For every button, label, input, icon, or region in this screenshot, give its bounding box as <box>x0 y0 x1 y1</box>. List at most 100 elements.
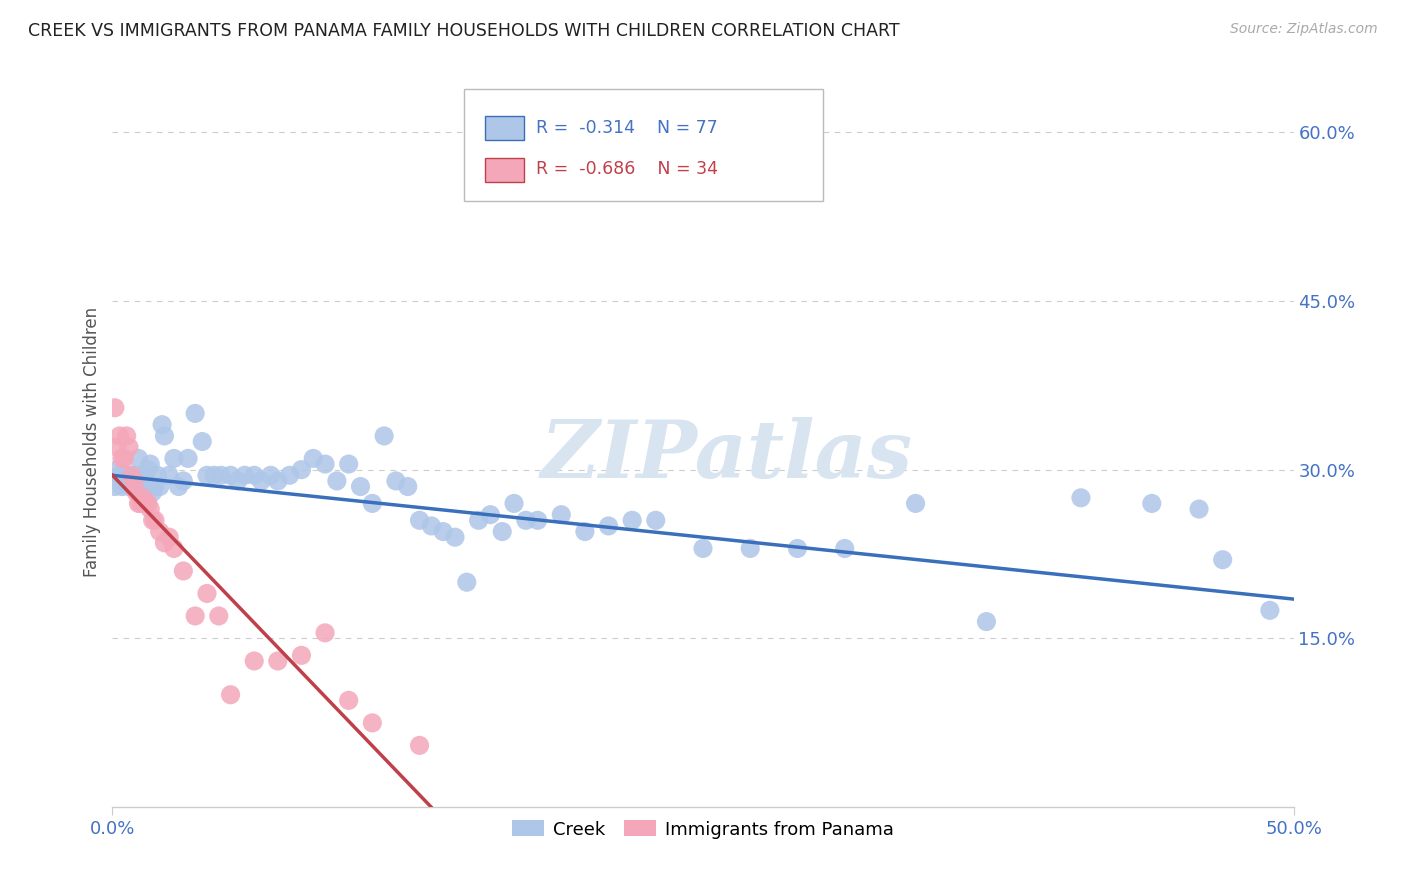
Point <box>115 429 138 443</box>
Point <box>420 519 443 533</box>
Point <box>1258 603 1281 617</box>
Point <box>184 609 207 624</box>
Point <box>163 541 186 556</box>
Point <box>112 474 135 488</box>
Point <box>136 496 159 510</box>
Point <box>290 648 312 663</box>
Point <box>290 463 312 477</box>
Point <box>139 457 162 471</box>
Point <box>976 615 998 629</box>
Point <box>408 513 430 527</box>
Point <box>385 474 408 488</box>
Point <box>314 457 336 471</box>
Point <box>550 508 572 522</box>
Point <box>408 739 430 753</box>
Point <box>177 451 200 466</box>
Point <box>111 479 134 493</box>
Point <box>202 468 225 483</box>
Point <box>143 479 166 493</box>
Point <box>146 468 169 483</box>
Legend: Creek, Immigrants from Panama: Creek, Immigrants from Panama <box>505 814 901 846</box>
Point <box>115 468 138 483</box>
Point <box>361 715 384 730</box>
Point <box>108 429 131 443</box>
Point <box>105 440 128 454</box>
Point <box>142 485 165 500</box>
Point <box>260 468 283 483</box>
Point <box>491 524 513 539</box>
Text: ZIPatlas: ZIPatlas <box>540 417 912 495</box>
Point <box>209 468 232 483</box>
Point <box>526 513 548 527</box>
Point <box>120 468 142 483</box>
Point <box>444 530 467 544</box>
Point <box>129 468 152 483</box>
Point <box>278 468 301 483</box>
Point <box>243 468 266 483</box>
Point <box>163 451 186 466</box>
Text: CREEK VS IMMIGRANTS FROM PANAMA FAMILY HOUSEHOLDS WITH CHILDREN CORRELATION CHAR: CREEK VS IMMIGRANTS FROM PANAMA FAMILY H… <box>28 22 900 40</box>
Text: Source: ZipAtlas.com: Source: ZipAtlas.com <box>1230 22 1378 37</box>
Point <box>467 513 489 527</box>
Point <box>219 688 242 702</box>
Point <box>644 513 666 527</box>
Point <box>191 434 214 449</box>
Point <box>122 468 145 483</box>
Point <box>740 541 762 556</box>
Point <box>361 496 384 510</box>
Point <box>118 479 141 493</box>
Point <box>337 457 360 471</box>
Point <box>337 693 360 707</box>
Point <box>598 519 620 533</box>
Point <box>250 474 273 488</box>
Point <box>136 463 159 477</box>
Point <box>149 524 172 539</box>
Point <box>574 524 596 539</box>
Point <box>456 575 478 590</box>
Point <box>692 541 714 556</box>
Point <box>153 536 176 550</box>
Point <box>479 508 502 522</box>
Point <box>125 485 148 500</box>
Point <box>184 406 207 420</box>
Point <box>142 513 165 527</box>
Point <box>139 502 162 516</box>
Point <box>267 474 290 488</box>
Point <box>118 440 141 454</box>
Point <box>503 496 526 510</box>
Point <box>104 401 127 415</box>
Point <box>135 474 157 488</box>
Point <box>111 451 134 466</box>
Y-axis label: Family Households with Children: Family Households with Children <box>83 307 101 576</box>
Point <box>127 496 149 510</box>
Point <box>167 479 190 493</box>
Point <box>153 429 176 443</box>
Point <box>1140 496 1163 510</box>
Point <box>112 451 135 466</box>
Point <box>127 451 149 466</box>
Point <box>349 479 371 493</box>
Point <box>326 474 349 488</box>
Point <box>1070 491 1092 505</box>
Point <box>195 468 218 483</box>
Point <box>172 564 194 578</box>
Point <box>432 524 454 539</box>
Point <box>104 479 127 493</box>
Point <box>373 429 395 443</box>
Point <box>122 474 145 488</box>
Point <box>243 654 266 668</box>
Point <box>157 468 180 483</box>
Point <box>132 479 155 493</box>
Point <box>120 474 142 488</box>
Point <box>172 474 194 488</box>
Point <box>132 491 155 505</box>
Point <box>396 479 419 493</box>
Point <box>143 513 166 527</box>
Point <box>150 417 173 432</box>
Point <box>1212 552 1234 566</box>
Point <box>267 654 290 668</box>
Point <box>226 474 249 488</box>
Point <box>129 496 152 510</box>
Point <box>125 479 148 493</box>
Point <box>195 586 218 600</box>
